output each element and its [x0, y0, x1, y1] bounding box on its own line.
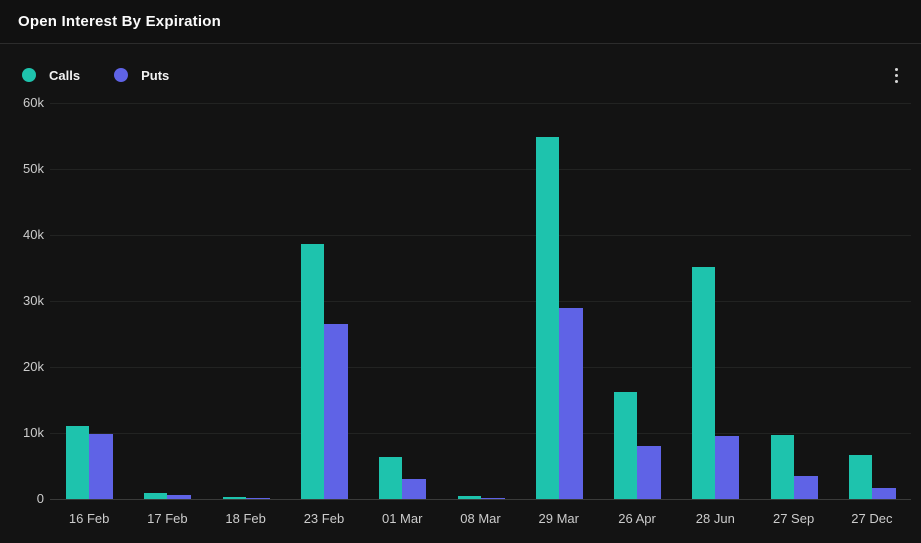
y-tick-40k: 40k [23, 227, 44, 242]
bar-calls-16-feb[interactable] [66, 426, 90, 499]
bar-calls-26-apr[interactable] [614, 392, 638, 499]
bar-calls-27-sep[interactable] [770, 434, 794, 499]
x-tick-18-feb: 18 Feb [225, 511, 266, 526]
bar-puts-23-feb[interactable] [323, 324, 348, 499]
bar-puts-29-mar[interactable] [558, 308, 583, 499]
x-tick-16-feb: 16 Feb [68, 511, 110, 526]
gridline-30k [50, 300, 911, 302]
bar-puts-01-mar[interactable] [402, 478, 427, 499]
y-tick-10k: 10k [23, 425, 44, 440]
x-tick-27-dec: 27 Dec [851, 511, 893, 526]
bar-calls-17-feb[interactable] [144, 493, 168, 499]
bar-calls-28-jun[interactable] [692, 266, 716, 499]
y-tick-60k: 60k [23, 95, 44, 110]
bar-calls-18-feb[interactable] [222, 497, 246, 499]
gridline-40k [50, 234, 911, 236]
y-tick-30k: 30k [23, 293, 44, 308]
bar-calls-27-dec[interactable] [848, 454, 872, 499]
y-tick-20k: 20k [23, 359, 44, 374]
x-tick-01-mar: 01 Mar [381, 511, 423, 526]
y-tick-0: 0 [36, 491, 44, 506]
bar-puts-26-apr[interactable] [637, 446, 662, 499]
bar-puts-08-mar[interactable] [480, 497, 505, 499]
chart-title: Open Interest By Expiration [18, 13, 221, 30]
x-tick-26-apr: 26 Apr [618, 511, 656, 526]
legend: Calls Puts [22, 68, 169, 83]
legend-label-puts: Puts [141, 67, 170, 83]
bar-puts-28-jun[interactable] [715, 436, 740, 499]
bar-calls-23-feb[interactable] [300, 244, 324, 499]
legend-row: Calls Puts [0, 58, 921, 92]
legend-item-puts[interactable]: Puts [114, 68, 169, 83]
bar-calls-29-mar[interactable] [535, 137, 559, 499]
x-tick-23-feb: 23 Feb [303, 511, 345, 526]
x-tick-27-sep: 27 Sep [772, 511, 815, 526]
legend-item-calls[interactable]: Calls [22, 68, 80, 83]
bar-puts-16-feb[interactable] [89, 434, 114, 499]
gridline-0 [50, 498, 911, 500]
bar-puts-17-feb[interactable] [167, 495, 192, 499]
legend-label-calls: Calls [49, 67, 81, 83]
calls-dot-icon [22, 68, 36, 82]
chart-header: Open Interest By Expiration [0, 0, 921, 44]
gridline-60k [50, 102, 911, 104]
gridline-10k [50, 432, 911, 434]
gridline-50k [50, 168, 911, 170]
x-tick-29-mar: 29 Mar [538, 511, 579, 526]
bar-puts-27-dec[interactable] [871, 488, 896, 499]
gridline-20k [50, 366, 911, 368]
x-tick-17-feb: 17 Feb [147, 511, 188, 526]
y-tick-50k: 50k [23, 161, 44, 176]
bar-puts-27-sep[interactable] [793, 475, 818, 499]
bar-puts-18-feb[interactable] [245, 498, 270, 499]
kebab-menu-icon[interactable] [885, 62, 907, 88]
puts-dot-icon [114, 68, 129, 82]
x-tick-28-jun: 28 Jun [695, 511, 735, 526]
x-tick-08-mar: 08 Mar [460, 511, 501, 526]
bar-calls-08-mar[interactable] [457, 495, 481, 499]
bar-calls-01-mar[interactable] [379, 456, 403, 499]
